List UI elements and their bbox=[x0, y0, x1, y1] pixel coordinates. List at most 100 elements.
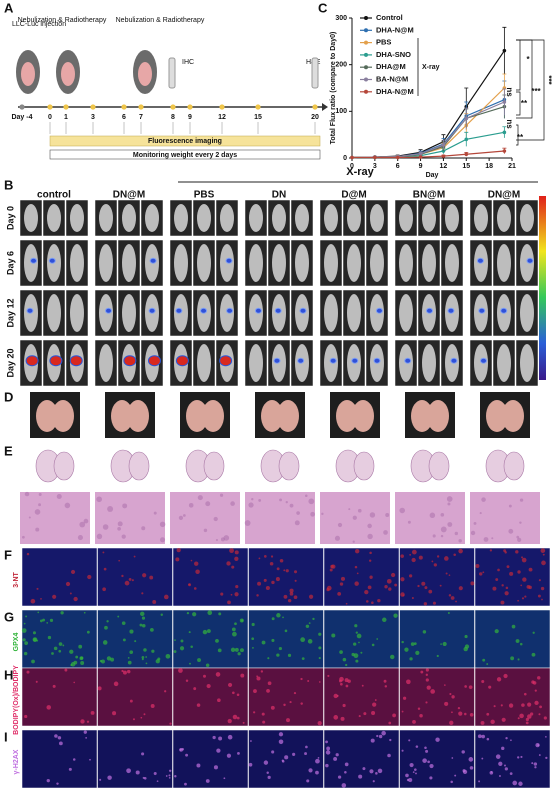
histology-texture bbox=[473, 521, 477, 525]
fluorescence-signal bbox=[388, 721, 392, 725]
fluorescence-signal bbox=[340, 576, 346, 581]
fluorescence-image bbox=[21, 729, 98, 789]
fluorescence-signal bbox=[517, 570, 521, 574]
fluorescence-image bbox=[21, 667, 98, 727]
fluorescence-signal bbox=[181, 748, 184, 751]
histology-texture bbox=[296, 511, 300, 515]
signal-blob bbox=[123, 355, 137, 367]
fluorescence-signal bbox=[305, 624, 310, 629]
fluorescence-signal bbox=[185, 679, 189, 683]
fluorescence-signal bbox=[202, 629, 208, 635]
signal-blob bbox=[147, 355, 161, 367]
fluorescence-signal bbox=[504, 767, 508, 771]
fluorescence-signal bbox=[355, 631, 358, 634]
fluorescence-signal bbox=[510, 656, 515, 661]
fluorescence-signal bbox=[232, 714, 238, 720]
fluorescence-signal bbox=[468, 685, 473, 689]
fluorescence-signal bbox=[453, 553, 456, 557]
fluorescence-signal bbox=[269, 561, 274, 566]
fluorescence-signal bbox=[436, 654, 439, 658]
fluorescence-signal bbox=[164, 690, 167, 693]
histology-texture bbox=[432, 534, 436, 538]
fluorescence-signal bbox=[417, 707, 421, 710]
fluorescence-signal bbox=[68, 767, 72, 771]
fluorescence-signal bbox=[455, 600, 457, 603]
timeline-dot bbox=[19, 104, 25, 110]
fluorescence-signal bbox=[196, 763, 201, 768]
fluorescence-signal bbox=[110, 657, 115, 662]
significance-label: ** bbox=[521, 99, 528, 108]
timeline-dot bbox=[63, 104, 69, 110]
fluorescence-signal bbox=[113, 681, 119, 687]
y-tick-label: 200 bbox=[335, 62, 347, 69]
fluorescence-signal bbox=[444, 701, 449, 706]
fluorescence-signal bbox=[217, 698, 221, 703]
fluorescence-signal bbox=[510, 739, 512, 742]
fluorescence-signal bbox=[482, 658, 486, 662]
fluorescence-signal bbox=[411, 557, 416, 563]
fluorescence-signal bbox=[227, 734, 233, 740]
fluorescence-signal bbox=[354, 565, 358, 569]
histology-texture bbox=[407, 520, 411, 524]
fluorescence-signal bbox=[52, 594, 57, 599]
fluorescence-signal bbox=[449, 692, 452, 696]
mouse-silhouette bbox=[197, 244, 211, 282]
fluorescence-signal bbox=[256, 675, 258, 678]
fluorescence-signal bbox=[448, 574, 451, 576]
fluorescence-signal bbox=[355, 659, 359, 663]
histology-texture bbox=[491, 537, 494, 540]
fluorescence-signal bbox=[149, 575, 154, 580]
fluorescence-image bbox=[97, 547, 173, 607]
fluorescence-signal bbox=[242, 721, 245, 724]
fluorescence-signal bbox=[70, 663, 73, 667]
signal-blob bbox=[49, 355, 63, 367]
histology-texture bbox=[310, 511, 315, 517]
fluorescence-signal bbox=[497, 568, 500, 572]
fluorescence-signal bbox=[150, 704, 155, 708]
fluorescence-signal bbox=[335, 753, 339, 757]
fluorescence-signal bbox=[168, 776, 171, 779]
fluorescence-signal bbox=[405, 773, 409, 778]
fluorescence-signal bbox=[418, 555, 423, 560]
histology-texture bbox=[440, 526, 447, 533]
fluorescence-signal bbox=[317, 757, 320, 759]
significance-bracket bbox=[516, 39, 521, 91]
fluorescence-signal bbox=[261, 640, 266, 645]
fluorescence-signal bbox=[517, 756, 520, 759]
histology-zoom bbox=[20, 492, 90, 544]
fluorescence-signal bbox=[175, 557, 180, 562]
fluorescence-signal bbox=[384, 685, 388, 688]
fluorescence-signal bbox=[481, 734, 486, 739]
fluorescence-signal bbox=[384, 584, 388, 589]
fluorescence-signal bbox=[340, 716, 345, 721]
fluorescence-signal bbox=[490, 771, 493, 773]
fluorescence-signal bbox=[457, 706, 461, 710]
fluorescence-signal bbox=[263, 578, 267, 582]
fluorescence-signal bbox=[505, 737, 508, 740]
fluorescence-signal bbox=[409, 574, 413, 578]
legend-label: PBS bbox=[376, 38, 391, 47]
fluorescence-signal bbox=[230, 647, 236, 653]
mouse-silhouette bbox=[295, 244, 309, 282]
fluorescence-signal bbox=[480, 720, 485, 725]
histology-texture bbox=[517, 537, 522, 542]
fluorescence-signal bbox=[79, 656, 84, 661]
histology-texture bbox=[159, 521, 166, 528]
fluorescence-signal bbox=[155, 659, 160, 664]
lung-tissue bbox=[202, 400, 224, 432]
timeline-dot bbox=[312, 104, 318, 110]
fluorescence-signal bbox=[506, 565, 510, 569]
fluorescence-signal bbox=[160, 613, 163, 616]
y-axis-title: Total Flux ratio (compare to Day0) bbox=[330, 32, 337, 145]
fluorescence-signal bbox=[195, 569, 200, 574]
panel-label: B bbox=[4, 177, 13, 192]
fluorescence-signal bbox=[307, 639, 313, 644]
significance-label: ** bbox=[517, 133, 524, 142]
fluorescence-signal bbox=[271, 580, 275, 585]
fluorescence-signal bbox=[326, 585, 332, 591]
fluorescence-signal bbox=[498, 761, 503, 766]
histology-texture bbox=[508, 504, 512, 508]
fluorescence-signal bbox=[143, 648, 147, 652]
signal-blob bbox=[476, 257, 484, 264]
histology-texture bbox=[446, 496, 453, 502]
